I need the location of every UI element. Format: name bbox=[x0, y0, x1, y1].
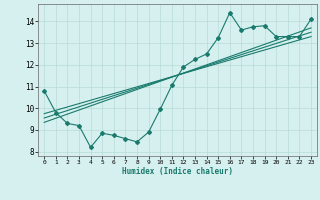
X-axis label: Humidex (Indice chaleur): Humidex (Indice chaleur) bbox=[122, 167, 233, 176]
